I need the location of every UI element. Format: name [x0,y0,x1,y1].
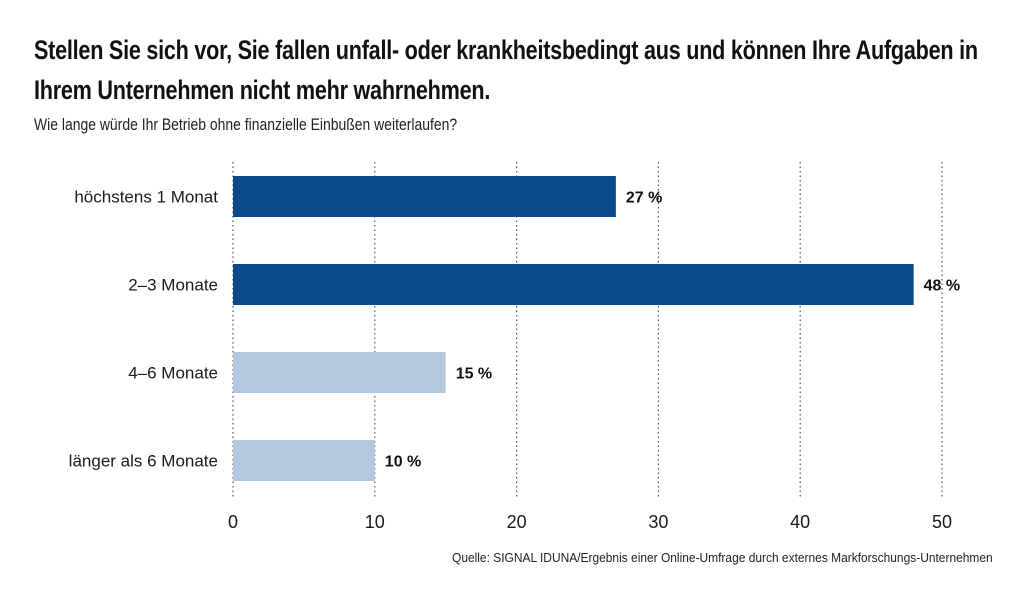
chart-subtitle: Wie lange würde Ihr Betrieb ohne finanzi… [34,115,458,134]
value-labels: 27 % 48 % 15 % 10 % [385,190,960,471]
value-label: 15 % [456,366,492,383]
value-label: 10 % [385,454,421,471]
chart-title: Stellen Sie sich vor, Sie fallen unfall-… [34,35,978,105]
bar [233,352,446,393]
x-tick-label: 0 [228,512,238,532]
category-label: höchstens 1 Monat [74,188,218,207]
category-label: 2–3 Monate [128,276,218,295]
category-label: länger als 6 Monate [69,452,218,471]
category-label: 4–6 Monate [128,364,218,383]
bar [233,440,375,481]
x-axis-ticks: 0 10 20 30 40 50 [228,512,952,532]
x-tick-label: 50 [932,512,952,532]
source-note: Quelle: SIGNAL IDUNA/Ergebnis einer Onli… [452,550,993,565]
x-tick-label: 30 [648,512,668,532]
bar [233,264,914,305]
bars [233,176,914,481]
bar [233,176,616,217]
x-tick-label: 40 [790,512,810,532]
x-tick-label: 10 [365,512,385,532]
value-label: 27 % [626,190,662,207]
x-tick-label: 20 [507,512,527,532]
category-labels: höchstens 1 Monat 2–3 Monate 4–6 Monate län… [69,188,219,471]
value-label: 48 % [924,278,960,295]
